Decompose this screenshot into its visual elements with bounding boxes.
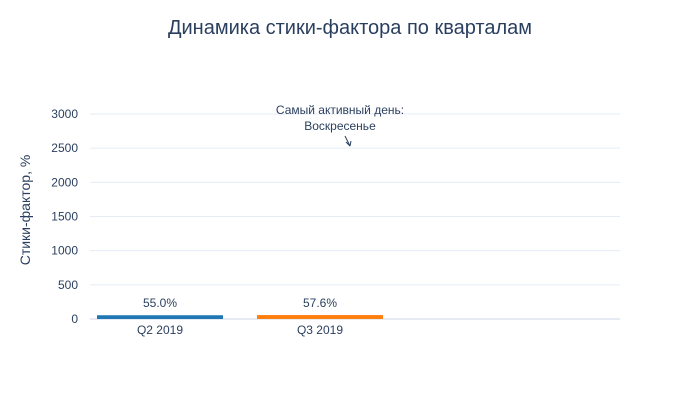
annotation-line-1: Самый активный день: (276, 103, 404, 117)
annotation-line-2: Воскресенье (304, 119, 376, 133)
y-tick-labels: 0 500 1000 1500 2000 2500 3000 (51, 107, 78, 326)
bars (97, 315, 383, 319)
data-label: 57.6% (303, 296, 337, 310)
gridlines (90, 113, 620, 320)
bar (97, 315, 223, 319)
bar (257, 315, 383, 319)
chart-title: Динамика стики-фактора по кварталам (168, 17, 532, 39)
y-tick-label: 1500 (51, 210, 78, 224)
y-tick-label: 1000 (51, 244, 78, 258)
x-tick-label: Q3 2019 (297, 323, 343, 337)
y-tick-label: 0 (71, 312, 78, 326)
x-tick-label: Q2 2019 (137, 323, 183, 337)
y-tick-label: 500 (58, 278, 78, 292)
y-axis-title: Стики-фактор, % (17, 155, 33, 266)
x-tick-labels: Q2 2019 Q3 2019 (137, 323, 343, 337)
y-tick-label: 2000 (51, 175, 78, 189)
y-tick-label: 2500 (51, 141, 78, 155)
y-tick-label: 3000 (51, 107, 78, 121)
annotation-arrow (344, 135, 352, 147)
data-labels: 55.0% 57.6% (143, 296, 337, 310)
annotation: Самый активный день: Воскресенье (276, 103, 404, 147)
data-label: 55.0% (143, 296, 177, 310)
